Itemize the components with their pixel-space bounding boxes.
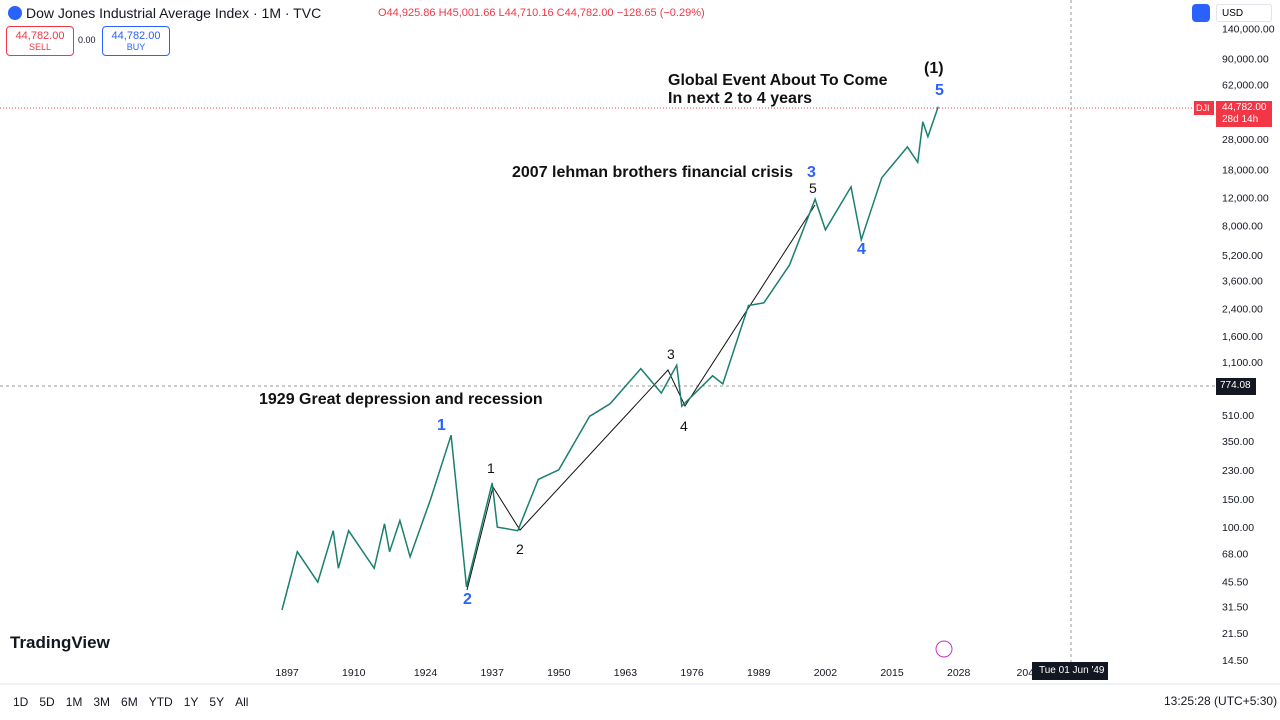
wave-label: 3: [807, 164, 816, 181]
price-line: [281, 106, 939, 611]
range-button[interactable]: 6M: [121, 695, 138, 709]
range-toolbar: 1D 5D 1M 3M 6M YTD 1Y 5Y All: [13, 693, 259, 711]
high: H45,001.66: [438, 7, 496, 19]
x-tick-label: 1963: [614, 667, 638, 679]
y-tick-label: 150.00: [1222, 494, 1254, 506]
sell-price: 44,782.00: [15, 30, 65, 42]
y-tick-label: 2,400.00: [1222, 303, 1263, 315]
x-tick-label: 2015: [880, 667, 904, 679]
buy-button[interactable]: 44,782.00 BUY: [102, 26, 170, 56]
x-tick-label: 2028: [947, 667, 971, 679]
wave-label: 5: [935, 82, 944, 99]
x-tick-label: 1910: [342, 667, 366, 679]
y-tick-label: 28,000.00: [1222, 134, 1269, 146]
open: O44,925.86: [378, 7, 436, 19]
range-button[interactable]: 1Y: [183, 695, 199, 709]
change: −128.65 (−0.29%): [616, 7, 705, 19]
range-button[interactable]: 1M: [65, 695, 83, 709]
y-tick-label: 12,000.00: [1222, 192, 1269, 204]
x-tick-label: 1937: [480, 667, 504, 679]
y-tick-label: 100.00: [1222, 522, 1254, 534]
clock: 13:25:28 (UTC+5:30): [1164, 694, 1278, 708]
annotation: Global Event About To Come: [668, 72, 888, 89]
y-tick-label: 5,200.00: [1222, 250, 1263, 262]
y-tick-label: 1,100.00: [1222, 357, 1263, 369]
icon: [935, 640, 953, 658]
range-button[interactable]: All: [235, 695, 249, 709]
range-button[interactable]: YTD: [148, 695, 173, 709]
sell-button[interactable]: 44,782.00 SELL: [6, 26, 74, 56]
tag-countdown: 28d 14h: [1222, 114, 1259, 125]
low: L44,710.16: [498, 7, 554, 19]
wave-label: 2: [516, 541, 524, 557]
y-tick-label: 510.00: [1222, 410, 1254, 422]
y-tick-label: 140,000.00: [1222, 23, 1275, 35]
x-tick-label: 1976: [680, 667, 704, 679]
x-tick-label: 204: [1017, 667, 1035, 679]
ohlc: O44,925.86 H45,001.66 L44,710.16 C44,782…: [378, 7, 705, 19]
x-tick-label: 1950: [547, 667, 571, 679]
cross-bg: [1032, 662, 1108, 680]
tag-symbol: DJI: [1196, 103, 1210, 113]
sell-label: SELL: [28, 42, 52, 52]
wave-label: 1: [437, 417, 446, 434]
range-button[interactable]: 3M: [93, 695, 111, 709]
cross-date: Tue 01 Jun '49: [1039, 665, 1105, 676]
annotation: 1929 Great depression and recession: [259, 391, 543, 408]
y-tick-label: 8,000.00: [1222, 220, 1263, 232]
cross-bg: [1216, 378, 1256, 395]
wave-label: 2: [463, 591, 472, 608]
y-tick-label: 14.50: [1222, 655, 1248, 667]
wave-label: (1): [924, 60, 944, 77]
tag-bg: [1194, 101, 1214, 115]
y-tick-label: 1,600.00: [1222, 331, 1263, 343]
buy-label: BUY: [126, 42, 146, 52]
buy-price: 44,782.00: [111, 30, 161, 42]
y-tick-label: 31.50: [1222, 602, 1248, 614]
tag-price: 44,782.00: [1222, 102, 1267, 113]
y-tick-label: 21.50: [1222, 628, 1248, 640]
y-tick-label: 45.50: [1222, 576, 1248, 588]
range-button[interactable]: 5Y: [209, 695, 225, 709]
x-tick-label: 1924: [414, 667, 438, 679]
wave-label: 4: [680, 418, 688, 434]
y-tick-label: 62,000.00: [1222, 79, 1269, 91]
y-tick-label: 350.00: [1222, 436, 1254, 448]
x-tick-label: 1897: [275, 667, 299, 679]
wave-label: 5: [809, 180, 817, 196]
wave-lines: [466, 204, 816, 591]
y-tick-label: 3,600.00: [1222, 275, 1263, 287]
currency[interactable]: USD: [1216, 4, 1272, 22]
logo: TradingView: [10, 633, 110, 652]
annotation: In next 2 to 4 years: [668, 90, 813, 107]
title: Dow Jones Industrial Average Index · 1M …: [26, 5, 322, 21]
range-button[interactable]: 5D: [39, 695, 55, 709]
symbol-icon: [8, 6, 22, 20]
y-tick-label: 68.00: [1222, 549, 1248, 561]
x-tick-label: 2002: [814, 667, 838, 679]
tag-bg: [1216, 101, 1272, 127]
y-tick-label: 90,000.00: [1222, 54, 1269, 66]
close: C44,782.00: [556, 7, 614, 19]
wave-label: 4: [857, 241, 866, 258]
x-tick-label: 1989: [747, 667, 771, 679]
settings-button[interactable]: [1192, 4, 1210, 22]
annotation: 2007 lehman brothers financial crisis: [512, 164, 794, 181]
spread: 0.00: [78, 35, 96, 45]
y-tick-label: 230.00: [1222, 465, 1254, 477]
wave-label: 3: [667, 346, 675, 362]
range-button[interactable]: 1D: [13, 695, 29, 709]
cross-price: 774.08: [1220, 380, 1251, 391]
wave-label: 1: [487, 460, 495, 476]
y-tick-label: 18,000.00: [1222, 165, 1269, 177]
